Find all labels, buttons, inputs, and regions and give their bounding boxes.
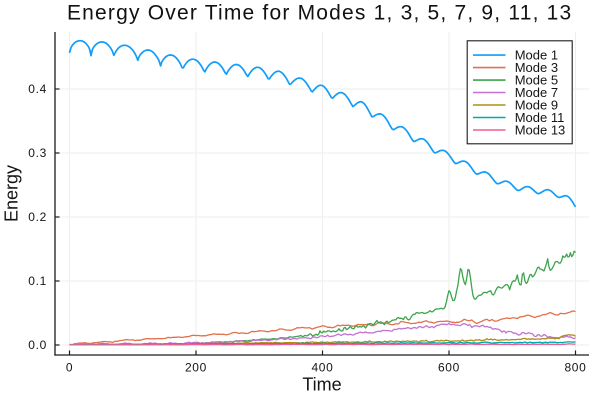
- svg-text:0.4: 0.4: [28, 82, 47, 96]
- svg-text:Time: Time: [302, 375, 341, 395]
- svg-text:Energy Over Time for Modes 1,: Energy Over Time for Modes 1, 3, 5, 7, 9…: [67, 2, 572, 25]
- svg-text:Mode 7: Mode 7: [515, 85, 558, 100]
- svg-text:800: 800: [564, 361, 586, 375]
- svg-text:Mode 13: Mode 13: [515, 122, 566, 137]
- svg-text:200: 200: [185, 361, 207, 375]
- svg-text:Energy: Energy: [2, 165, 22, 222]
- svg-text:0.3: 0.3: [28, 146, 47, 160]
- svg-text:0.2: 0.2: [28, 210, 47, 224]
- svg-text:0.0: 0.0: [28, 338, 47, 352]
- svg-text:Mode 9: Mode 9: [515, 97, 558, 112]
- svg-text:0.1: 0.1: [28, 274, 47, 288]
- svg-text:Mode 11: Mode 11: [515, 110, 565, 125]
- svg-text:0: 0: [66, 361, 73, 375]
- svg-text:Mode 1: Mode 1: [515, 47, 558, 62]
- svg-text:400: 400: [311, 361, 333, 375]
- svg-text:Mode 3: Mode 3: [515, 60, 558, 75]
- svg-text:Mode 5: Mode 5: [515, 72, 558, 87]
- svg-text:600: 600: [438, 361, 460, 375]
